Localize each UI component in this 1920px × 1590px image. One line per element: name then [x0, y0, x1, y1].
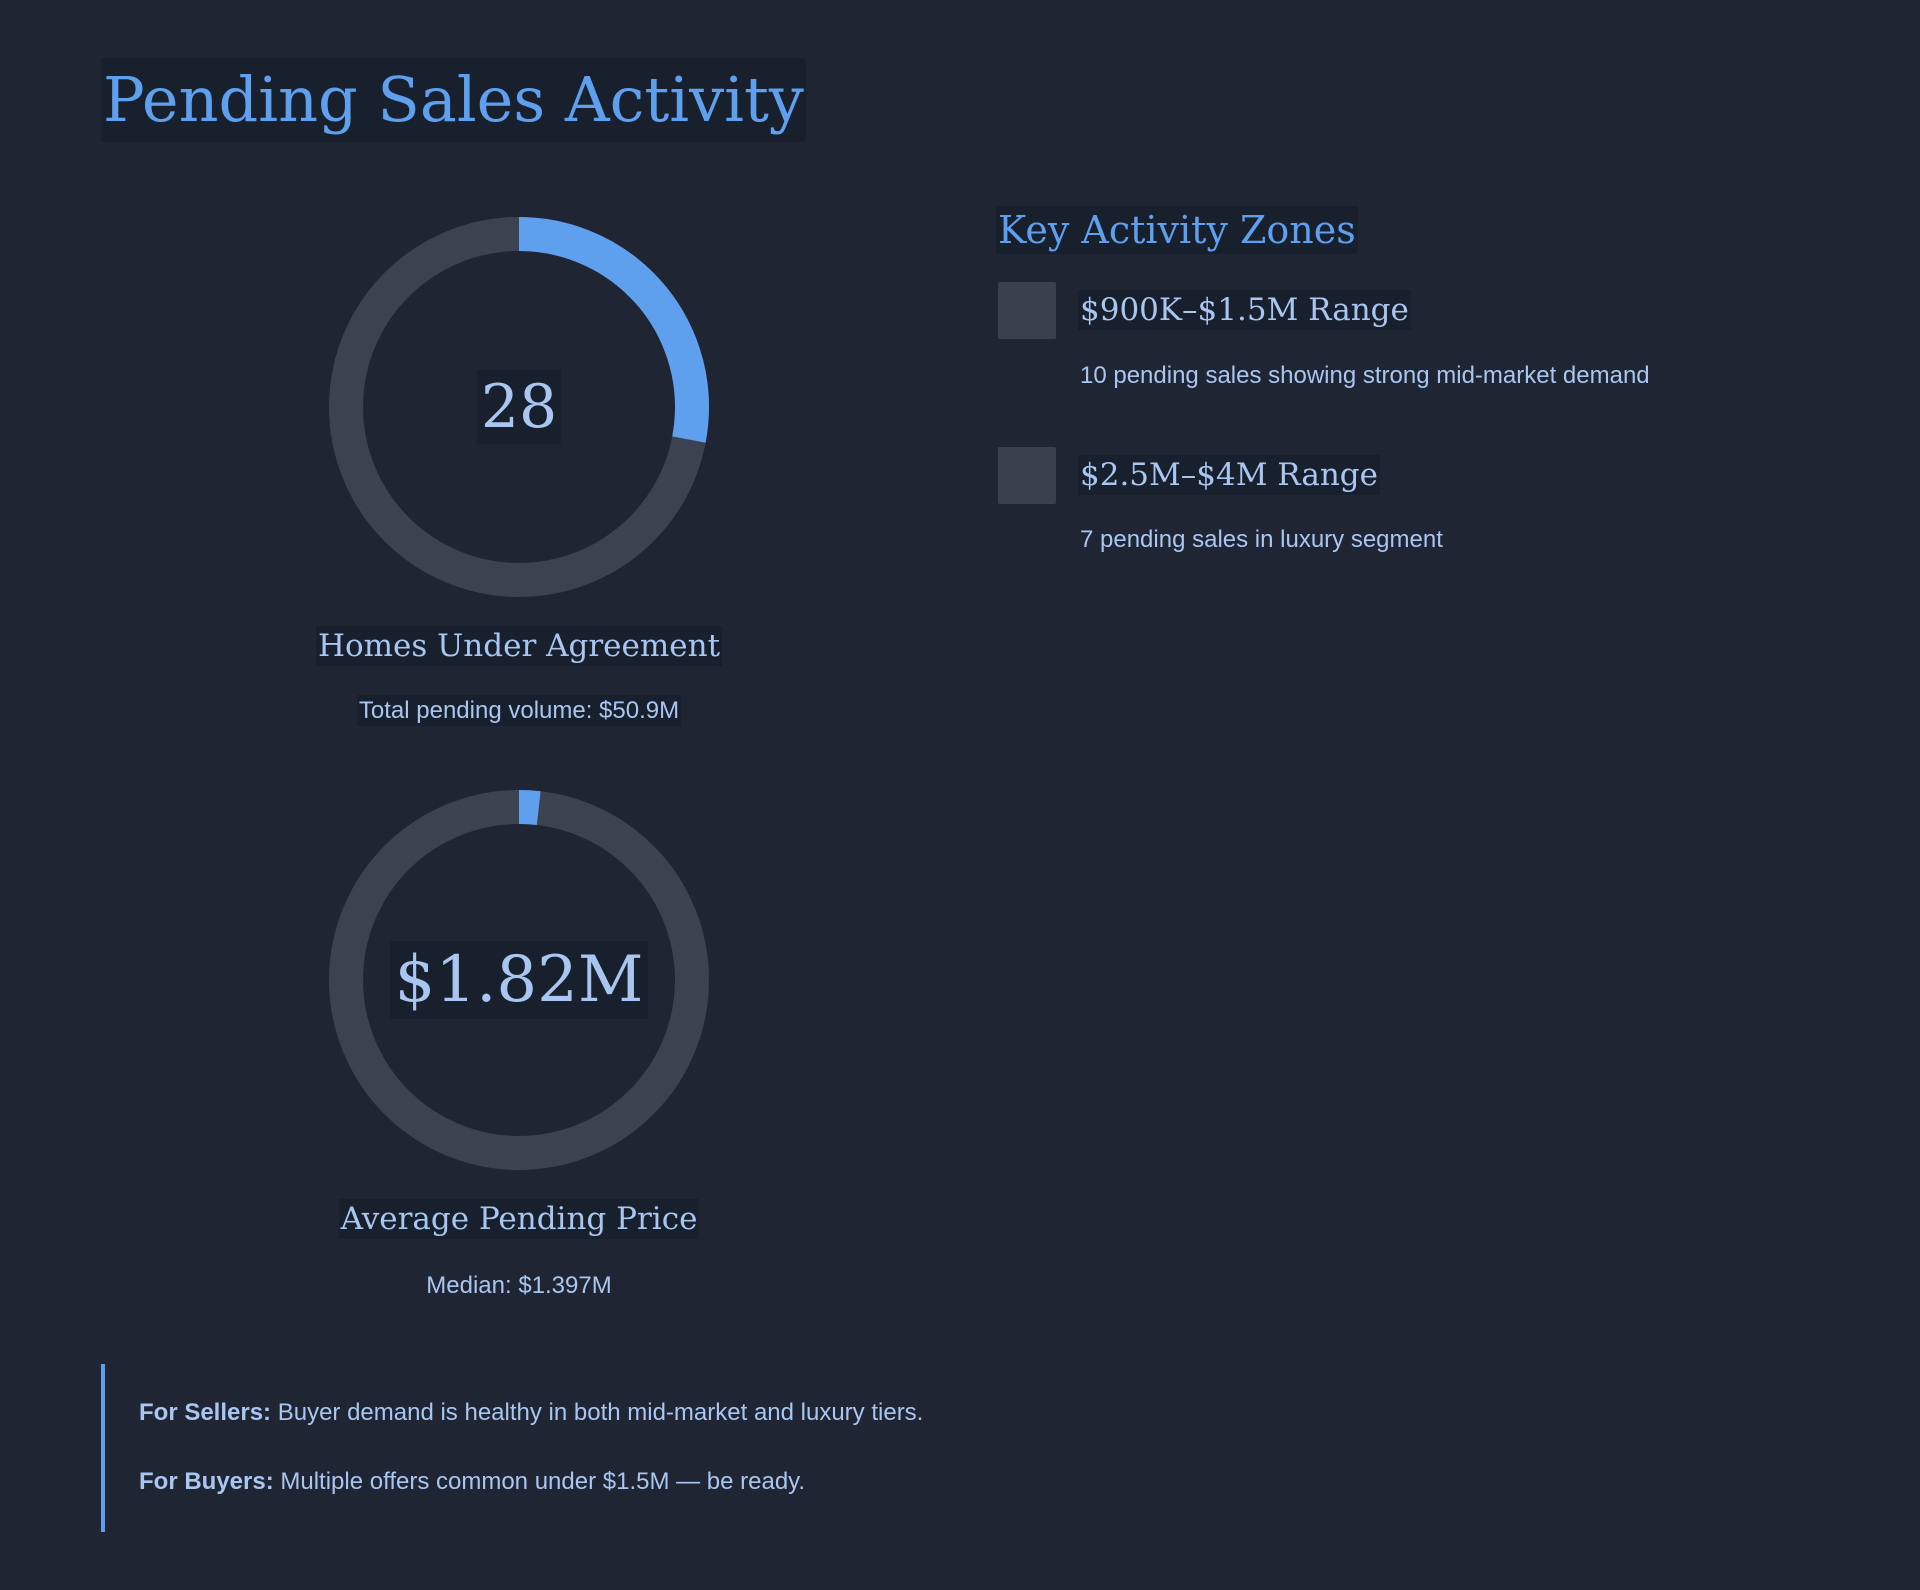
zone-description: 10 pending sales showing strong mid-mark…: [1080, 362, 1650, 389]
note-label: For Sellers:: [139, 1399, 272, 1426]
note-label: For Buyers:: [139, 1468, 274, 1495]
gauge-progress-arc: [329, 790, 709, 1170]
sellers-note: For Sellers: Buyer demand is healthy in …: [139, 1399, 923, 1427]
zone-description: 7 pending sales in luxury segment: [1080, 526, 1443, 553]
gauge-progress-arc: [329, 217, 709, 597]
gauge-ring: [329, 790, 709, 1170]
callout-bar: [101, 1364, 105, 1532]
buyers-note: For Buyers: Multiple offers common under…: [139, 1468, 805, 1496]
gauge-label: Average Pending Price: [150, 1199, 888, 1239]
note-text: Multiple offers common under $1.5M — be …: [273, 1468, 806, 1495]
gauge-label-text: Average Pending Price: [338, 1199, 700, 1239]
note-text: Buyer demand is healthy in both mid-mark…: [271, 1399, 924, 1426]
gauge-ring: [329, 217, 709, 597]
zones-heading: Key Activity Zones: [996, 206, 1358, 254]
zone-title: $900K–$1.5M Range: [1078, 290, 1411, 330]
gauge-subtext: Total pending volume: $50.9M: [150, 695, 888, 726]
page-title: Pending Sales Activity: [101, 58, 806, 142]
zone-title: $2.5M–$4M Range: [1078, 455, 1380, 495]
average-pending-price-gauge: $1.82M: [328, 789, 710, 1171]
gauge-subtext: Median: $1.397M: [150, 1272, 888, 1300]
gauge-value: $1.82M: [390, 941, 648, 1019]
gauge-subtext-text: Median: $1.397M: [426, 1272, 612, 1299]
gauge-value: 28: [476, 370, 562, 444]
gauge-subtext-text: Total pending volume: $50.9M: [356, 695, 682, 726]
gauge-label: Homes Under Agreement: [150, 626, 888, 666]
homes-under-agreement-gauge: 28: [328, 216, 710, 598]
zone-swatch: [998, 282, 1056, 339]
zone-swatch: [998, 447, 1056, 504]
gauge-label-text: Homes Under Agreement: [315, 626, 723, 666]
